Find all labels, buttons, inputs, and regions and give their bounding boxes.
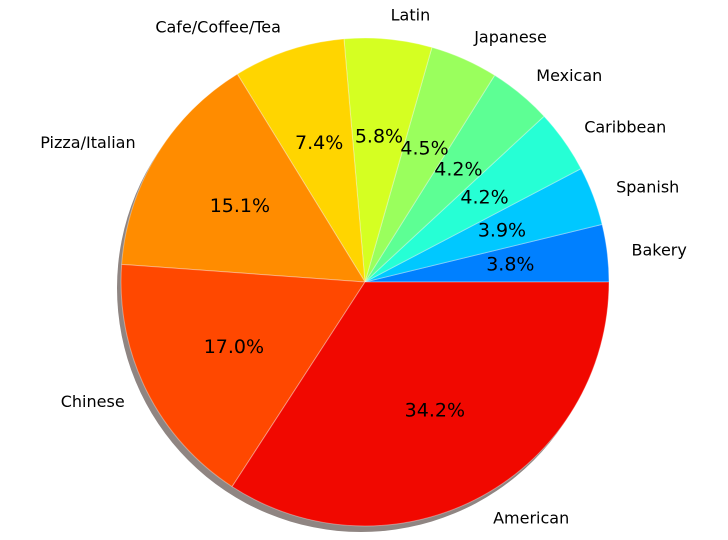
pct-label-chinese: 17.0% xyxy=(204,336,264,358)
category-label-spanish: Spanish xyxy=(616,178,679,197)
pie-slice-chinese xyxy=(120,263,366,488)
pie-slice-pizza-italian xyxy=(121,73,366,283)
pct-label-caribbean: 4.2% xyxy=(460,187,508,209)
category-labels: Bakery Spanish Caribbean Mexican Japanese Lat… xyxy=(40,5,687,527)
category-label-latin: Latin xyxy=(391,5,431,24)
percent-labels: 3.8%3.9%4.2%4.2%4.5%5.8%7.4%15.1%17.0%34… xyxy=(204,125,535,421)
pct-label-american: 34.2% xyxy=(405,400,465,422)
category-label-mexican: Mexican xyxy=(536,66,602,85)
category-label-cafe-coffee-tea: Cafe/Coffee/Tea xyxy=(155,18,281,37)
pct-label-cafe-coffee-tea: 7.4% xyxy=(295,132,343,154)
pie-slice-mexican xyxy=(364,74,545,283)
pct-label-bakery: 3.8% xyxy=(486,254,534,276)
pct-label-mexican: 4.2% xyxy=(434,158,482,180)
pie-slice-cafe-coffee-tea xyxy=(236,38,366,283)
category-label-pizza-italian: Pizza/Italian xyxy=(40,133,135,152)
pie-slice-spanish xyxy=(364,167,603,283)
category-label-japanese: Japanese xyxy=(473,27,547,46)
pct-label-spanish: 3.9% xyxy=(478,219,526,241)
pie-slice-bakery xyxy=(364,223,610,283)
pct-label-japanese: 4.5% xyxy=(400,137,448,159)
pct-label-latin: 5.8% xyxy=(355,125,403,147)
pct-label-pizza-italian: 15.1% xyxy=(210,195,270,217)
category-label-caribbean: Caribbean xyxy=(584,118,666,137)
pie-slice-caribbean xyxy=(364,115,582,283)
pie-slices xyxy=(120,37,610,527)
pie-slice-latin xyxy=(343,37,433,283)
category-label-american: American xyxy=(493,508,569,527)
pie-slice-american xyxy=(231,281,610,527)
pie-slice-japanese xyxy=(364,46,496,283)
category-label-chinese: Chinese xyxy=(61,392,125,411)
category-label-bakery: Bakery xyxy=(631,241,686,260)
